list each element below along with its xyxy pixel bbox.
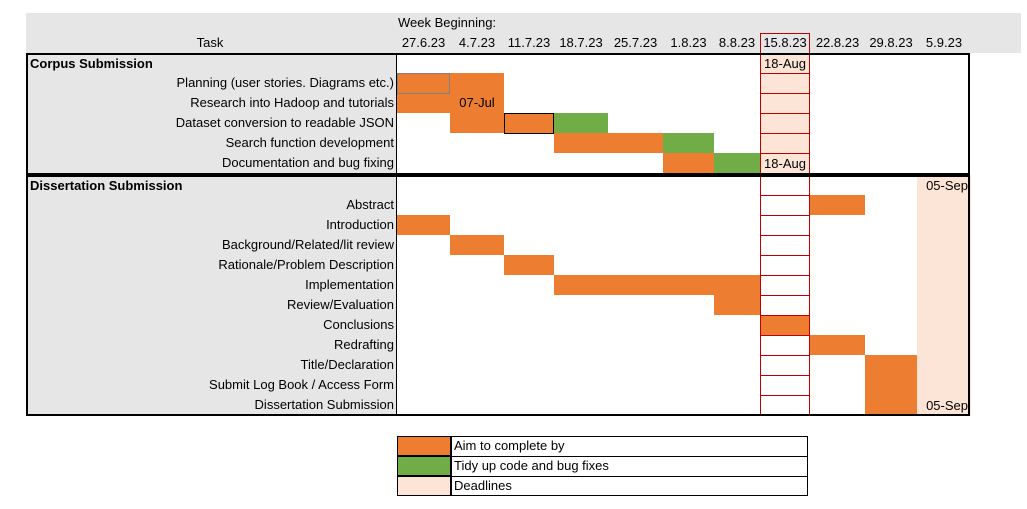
- deadline-label: 18-Aug: [764, 156, 806, 171]
- deadline-cell-divider: [760, 195, 810, 196]
- dissertation-deadline-column: [917, 175, 971, 416]
- header-band: [26, 13, 1021, 53]
- legend-label: Tidy up code and bug fixes: [454, 458, 609, 473]
- corpus-label-area: [26, 53, 397, 175]
- legend-divider: [397, 456, 808, 457]
- task-bar-cell: [554, 113, 608, 133]
- section-title-1: Dissertation Submission: [30, 178, 183, 193]
- week-header-4: 25.7.23: [613, 35, 658, 50]
- week-header-6: 8.8.23: [718, 35, 756, 50]
- task-label: Research into Hadoop and tutorials: [190, 95, 394, 110]
- corpus-section-box: [26, 53, 970, 175]
- label-grid-divider: [396, 53, 397, 416]
- task-bar-cell: [714, 295, 760, 315]
- deadline-cell-divider: [760, 295, 810, 296]
- dissertation-section-box: [26, 175, 970, 416]
- deadline-cell-divider: [760, 255, 810, 256]
- task-label: Dissertation Submission: [254, 397, 394, 412]
- conversion-cell-border: [504, 113, 554, 134]
- week-header-10: 5.9.23: [925, 35, 963, 50]
- week-header-7: 15.8.23: [763, 35, 807, 50]
- legend-swatch: [397, 456, 451, 476]
- task-bar-cell: [608, 275, 663, 295]
- deadline-cell-divider: [760, 153, 810, 154]
- task-bar-cell: [865, 375, 917, 395]
- task-bar-cell: [504, 255, 554, 275]
- task-bar-cell: [608, 133, 663, 153]
- legend-label: Aim to complete by: [454, 438, 565, 453]
- task-label: Abstract: [346, 197, 394, 212]
- week-header-2: 11.7.23: [507, 35, 551, 50]
- week-header-1: 4.7.23: [458, 35, 496, 50]
- task-bar-cell: [714, 275, 760, 295]
- week-header-9: 29.8.23: [869, 35, 913, 50]
- deadline-cell-divider: [760, 235, 810, 236]
- planning-cell-border: [397, 73, 450, 94]
- deadline-label: 18-Aug: [764, 56, 806, 71]
- task-label: Submit Log Book / Access Form: [209, 377, 394, 392]
- task-bar-cell: [450, 235, 504, 255]
- week-header-3: 18.7.23: [559, 35, 603, 50]
- week-header-0: 27.6.23: [401, 35, 446, 50]
- task-bar-cell: 07-Jul: [450, 93, 504, 113]
- task-bar-cell: [760, 315, 810, 335]
- task-bar-cell: [450, 73, 504, 93]
- legend-swatch: [397, 476, 451, 496]
- deadline-cell-divider: [760, 73, 810, 74]
- task-bar-cell: [397, 73, 450, 93]
- deadline-cell-divider: [760, 355, 810, 356]
- task-bar-cell: [810, 195, 865, 215]
- task-label: Rationale/Problem Description: [218, 257, 394, 272]
- task-bar-cell: [810, 335, 865, 355]
- task-bar-cell: [450, 113, 504, 133]
- deadline-cell-divider: [760, 93, 810, 94]
- task-bar-cell: [865, 355, 917, 375]
- task-bar-cell: [714, 153, 760, 173]
- task-label: Documentation and bug fixing: [221, 155, 394, 170]
- task-label: Implementation: [305, 277, 394, 292]
- task-label: Planning (user stories. Diagrams etc.): [176, 75, 394, 90]
- deadline-cell-divider: [760, 395, 810, 396]
- task-bar-cell: [865, 395, 917, 415]
- task-column-label: Task: [196, 35, 224, 50]
- deadline-label: 05-Sep: [926, 178, 968, 193]
- deadline-cell-divider: [760, 113, 810, 114]
- week-header-8: 22.8.23: [815, 35, 860, 50]
- task-label: Dataset conversion to readable JSON: [175, 115, 394, 130]
- week-beginning-label: Week Beginning:: [398, 15, 497, 30]
- task-label: Background/Related/lit review: [222, 237, 394, 252]
- task-bar-cell: [397, 93, 450, 113]
- task-bar-cell: [504, 113, 554, 133]
- task-label: Conclusions: [323, 317, 394, 332]
- task-label: Redrafting: [334, 337, 394, 352]
- task-bar-cell: [554, 133, 608, 153]
- dissertation-label-area: [26, 175, 397, 416]
- legend-column-divider: [451, 436, 452, 496]
- task-bar-cell: [663, 133, 714, 153]
- task-label: Title/Declaration: [300, 357, 394, 372]
- task-bar-cell: [397, 215, 450, 235]
- task-label: Search function development: [225, 135, 394, 150]
- deadline-cell-divider: [760, 133, 810, 134]
- legend-swatch: [397, 436, 451, 456]
- section-title-0: Corpus Submission: [30, 56, 153, 71]
- task-label: Review/Evaluation: [287, 297, 394, 312]
- task-bar-cell: [663, 275, 714, 295]
- legend-box: [397, 436, 808, 496]
- deadline-label: 05-Sep: [926, 398, 968, 413]
- deadline-cell-divider: [760, 375, 810, 376]
- week-header-5: 1.8.23: [670, 35, 707, 50]
- legend-label: Deadlines: [454, 478, 512, 493]
- deadline-cell-divider: [760, 335, 810, 336]
- legend-divider: [397, 476, 808, 477]
- deadline-cell-divider: [760, 215, 810, 216]
- task-label: Introduction: [326, 217, 394, 232]
- task-bar-cell: [554, 275, 608, 295]
- deadline-cell-divider: [760, 315, 810, 316]
- task-bar-cell: [663, 153, 714, 173]
- deadline-cell-divider: [760, 275, 810, 276]
